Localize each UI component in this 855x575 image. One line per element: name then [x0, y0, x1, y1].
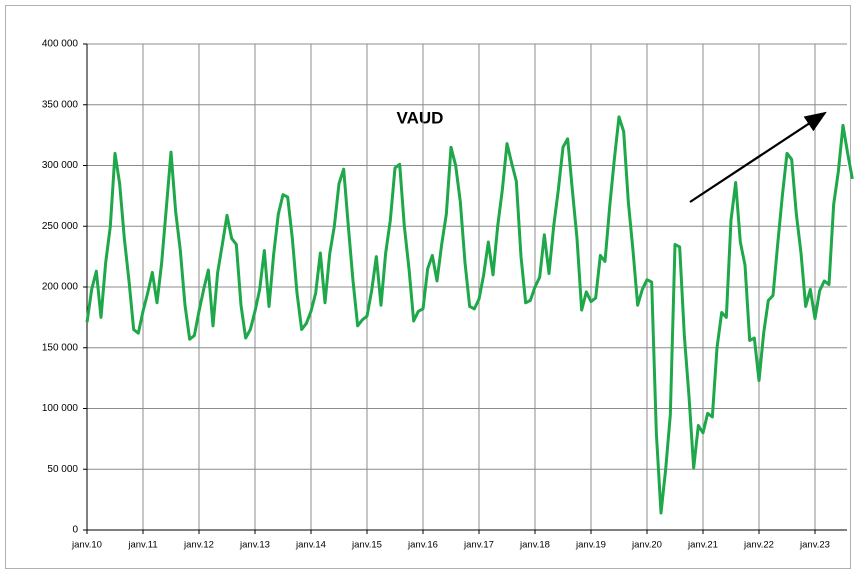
x-tick-label: janv.22 [743, 540, 774, 551]
chart-frame [5, 5, 851, 569]
y-tick-label: 350 000 [42, 99, 79, 110]
x-tick-label: janv.20 [631, 540, 662, 551]
y-tick-label: 400 000 [42, 39, 79, 50]
y-tick-label: 0 [72, 525, 78, 536]
x-tick-label: janv.11 [127, 540, 157, 551]
y-tick-label: 150 000 [42, 342, 79, 353]
x-tick-label: janv.17 [463, 540, 494, 551]
y-tick-label: 300 000 [42, 160, 79, 171]
x-tick-label: janv.16 [407, 540, 438, 551]
x-tick-label: janv.21 [687, 540, 718, 551]
y-tick-label: 250 000 [42, 221, 79, 232]
x-tick-label: janv.18 [519, 540, 550, 551]
data-line [85, 115, 854, 515]
y-tick-label: 100 000 [42, 403, 79, 414]
plot: 0 50 000 100 000 150 000 200 000 250 000 300 0… [42, 39, 854, 551]
trend-arrow [689, 111, 827, 203]
x-tick-label: janv.19 [575, 540, 606, 551]
x-tick-label: janv.13 [239, 540, 270, 551]
x-tick-label: janv.15 [351, 540, 382, 551]
y-tick-label: 50 000 [47, 464, 78, 475]
y-tick-label: 200 000 [42, 282, 79, 293]
x-tick-label: janv.23 [799, 540, 830, 551]
x-tick-label: janv.10 [71, 540, 102, 551]
x-tick-label: janv.14 [295, 540, 326, 551]
x-tick-label: janv.12 [183, 540, 214, 551]
chart-title: VAUD [397, 108, 444, 127]
